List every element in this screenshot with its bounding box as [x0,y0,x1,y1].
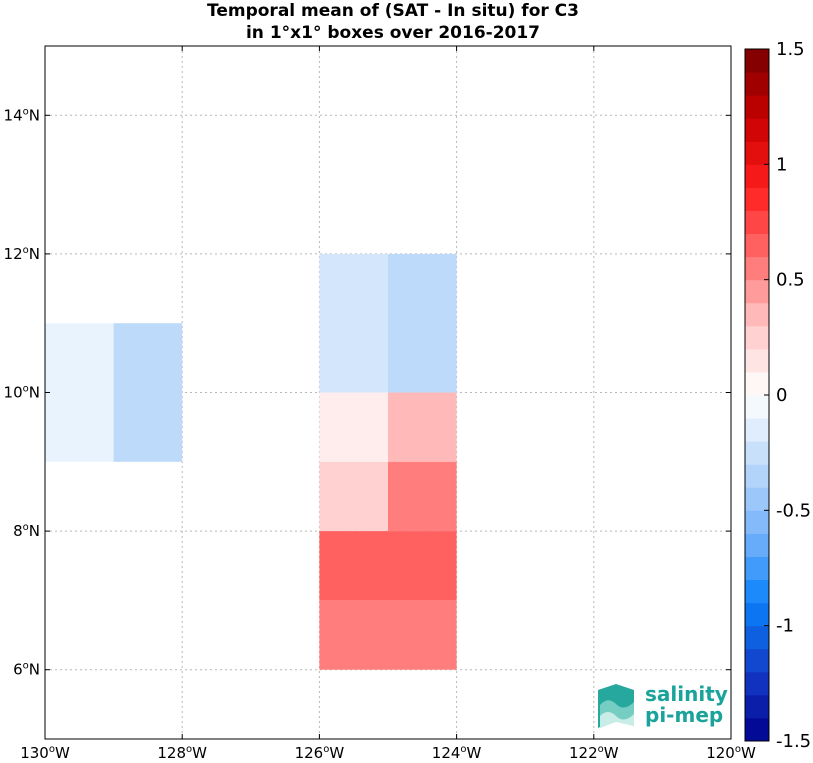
heatmap-cell [319,600,457,670]
heatmap-cell [113,323,183,462]
colorbar-segment [745,487,769,511]
colorbar-segment [745,164,769,188]
y-tick-label: 14oN [4,106,40,124]
salinity-pi-mep-logo: salinity pi-mep [598,682,728,728]
colorbar-segment [745,510,769,534]
colorbar-tick-label: 0.5 [776,270,805,291]
colorbar-segment [745,671,769,696]
colorbar-segment [745,233,769,258]
colorbar-segment [745,256,769,281]
colorbar-segment [745,694,769,719]
x-axis-labels: 130oW 128oW 126oW 124oW 122oW 120oW [20,744,756,762]
x-tick-label: 130oW [20,744,70,762]
colorbar-segment [745,49,769,73]
colorbar-segment [745,395,769,419]
colorbar-segment [745,302,769,327]
colorbar-segment [745,717,769,742]
heatmap-cell [319,531,457,601]
colorbar-segment [745,279,769,304]
colorbar-tick-label: -0.5 [776,500,811,521]
colorbar-segment [745,348,769,373]
heatmap-cell [45,323,114,462]
wave-logo-icon [598,684,634,728]
colorbar-segment [745,464,769,488]
heatmap-cell [388,253,457,393]
plot-frame [44,45,732,740]
colorbar-segment [745,187,769,211]
colorbar [745,49,769,742]
x-tick-label: 120oW [706,744,756,762]
y-tick-label: 10oN [4,384,40,402]
logo-text-pi-mep: pi-mep [645,703,723,727]
colorbar-segment [745,210,769,235]
colorbar-segment [745,602,769,627]
y-tick-label: 12oN [4,245,40,263]
heatmap-cell [388,461,457,532]
x-tick-label: 126oW [295,744,345,762]
chart-title-line1: Temporal mean of (SAT - In situ) for C3 [207,1,579,21]
y-tick-label: 6oN [13,661,40,679]
colorbar-segment [745,141,769,165]
colorbar-segment [745,118,769,142]
colorbar-segment [745,72,769,96]
colorbar-segment [745,371,769,396]
heatmap-cells [45,253,457,670]
x-tick-label: 128oW [157,744,207,762]
colorbar-segment [745,441,769,465]
chart-title-line2: in 1°x1° boxes over 2016-2017 [246,23,540,43]
colorbar-tick-label: 1 [776,154,787,175]
colorbar-segment [745,579,769,604]
x-tick-label: 124oW [432,744,482,762]
colorbar-tick-label: 0 [776,385,787,406]
colorbar-segment [745,418,769,442]
y-tick-label: 8oN [13,522,40,540]
heatmap-cell [388,392,457,462]
heatmap-cell [319,461,388,532]
colorbar-segment [745,648,769,673]
colorbar-tick-label: -1 [776,616,794,637]
colorbar-segment [745,533,769,557]
heatmap-cell [319,253,388,393]
y-axis-labels: 6oN 8oN 10oN 12oN 14oN [4,106,40,678]
colorbar-labels: 1.5 1 0.5 0 -0.5 -1 -1.5 [764,39,811,752]
colorbar-tick-label: -1.5 [776,731,811,752]
logo-text-salinity: salinity [645,682,728,706]
colorbar-segment [745,625,769,650]
colorbar-segment [745,95,769,119]
heatmap-cell [319,392,388,462]
x-tick-label: 122oW [569,744,619,762]
colorbar-segment [745,556,769,581]
colorbar-segment [745,325,769,350]
colorbar-tick-label: 1.5 [776,39,805,60]
